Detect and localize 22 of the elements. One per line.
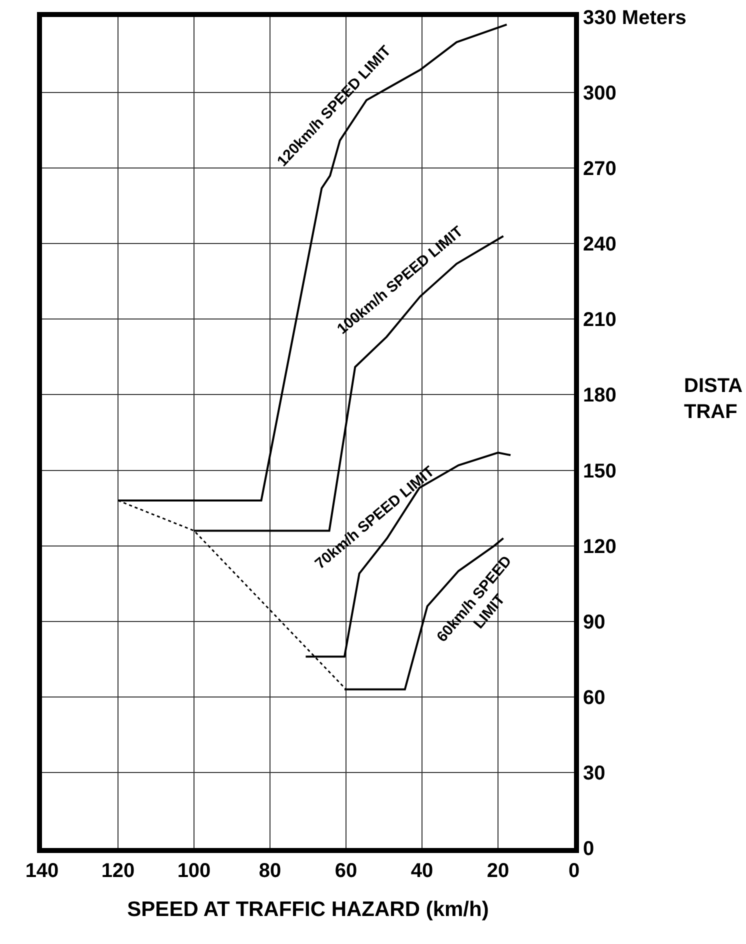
x-tick-label: 40 (410, 860, 434, 882)
y-tick-label: 90 (583, 611, 606, 634)
x-axis-title: SPEED AT TRAFFIC HAZARD (km/h) (127, 898, 489, 922)
y-tick-label: 120 (583, 536, 616, 558)
y-tick-label: 180 (583, 384, 616, 407)
y-tick-label: 210 (583, 309, 616, 332)
y-tick-label: 270 (583, 158, 616, 180)
x-tick-label: 100 (177, 860, 211, 882)
x-tick-label: 0 (568, 860, 580, 882)
y-tick-label: 300 (583, 82, 616, 105)
y-tick-label: 30 (583, 762, 606, 784)
x-tick-label: 20 (486, 860, 510, 882)
y-axis-title: DISTA TRAF (684, 375, 743, 423)
x-tick-label: 60 (334, 860, 358, 882)
y-tick-label: 240 (583, 234, 616, 256)
x-tick-label: 140 (25, 860, 59, 882)
x-tick-label: 80 (258, 860, 282, 882)
y-tick-label: 330 Meters (583, 7, 686, 29)
y-tick-label: 150 (583, 460, 616, 482)
y-tick-label: 0 (583, 838, 594, 860)
x-tick-label: 120 (101, 860, 135, 882)
y-tick-label: 60 (583, 686, 606, 709)
